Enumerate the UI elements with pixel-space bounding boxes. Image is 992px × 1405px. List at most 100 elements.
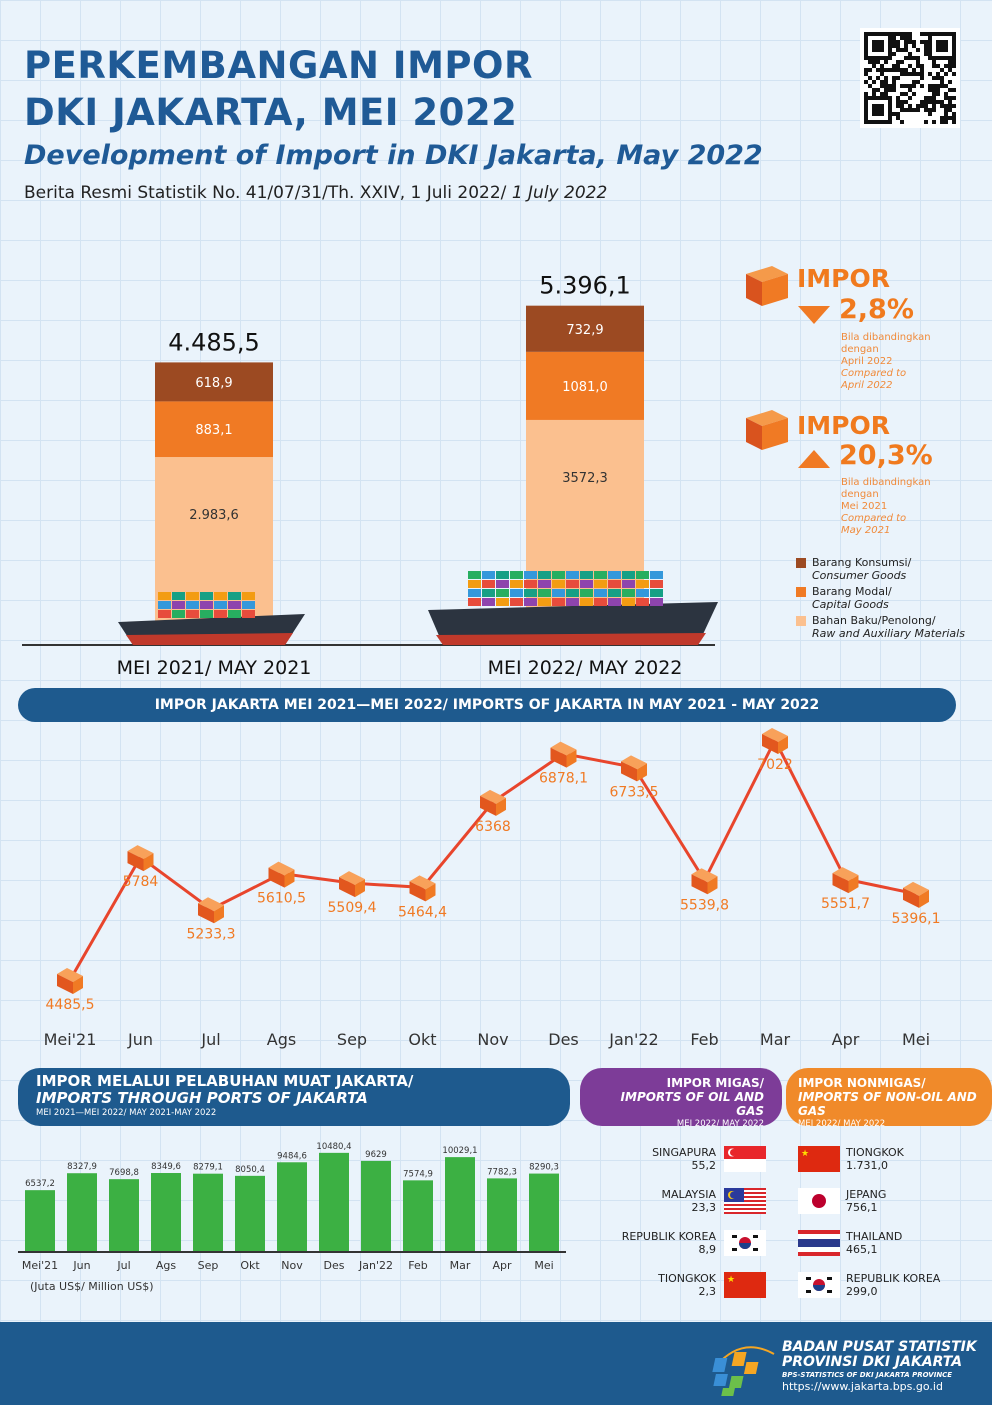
x-tick-label: Mei <box>902 1030 930 1049</box>
x-tick-label: Des <box>548 1030 579 1049</box>
x-tick-label: Jun <box>72 1259 90 1272</box>
x-tick-label: Nov <box>281 1259 303 1272</box>
bar <box>361 1160 391 1252</box>
bar-label: 6537,2 <box>25 1179 55 1189</box>
qr-code-icon <box>864 32 956 124</box>
line-chart: 4485,5 Mei'21 5784 Jun 5233,3 Jul 5610,5 Ags 550… <box>44 728 941 1049</box>
bar <box>319 1152 349 1252</box>
bar-label: 10029,1 <box>442 1146 477 1156</box>
ship-container <box>636 589 649 597</box>
ship-container <box>622 580 635 588</box>
ship-container <box>622 598 635 606</box>
ship-container <box>650 589 663 597</box>
point-label: 5233,3 <box>187 926 236 942</box>
x-tick-label: Mar <box>760 1030 791 1049</box>
title-line-1: PERKEMBANGAN IMPOR <box>24 44 533 87</box>
ship-container <box>214 592 227 600</box>
nonmigas-header: IMPOR NONMIGAS/IMPORTS OF NON-OIL AND GA… <box>786 1068 992 1129</box>
mom-summary: IMPOR 2,8% Bila dibandingkan dengan April … <box>742 262 931 391</box>
container-icon <box>746 266 788 306</box>
bar-label: 7574,9 <box>403 1169 433 1179</box>
ship-container <box>186 592 199 600</box>
point-label: 7022 <box>757 757 793 773</box>
bar-label: 9629 <box>365 1150 387 1160</box>
data-point <box>127 845 154 872</box>
ship-container <box>608 598 621 606</box>
ship-keel <box>126 633 293 645</box>
ship-container <box>496 589 509 597</box>
qr-code[interactable] <box>860 28 960 128</box>
title-line-2: DKI JAKARTA, MEI 2022 <box>24 91 518 134</box>
ship-container <box>242 601 255 609</box>
ship-container <box>228 610 241 618</box>
unit-label: (Juta US$/ Million US$) <box>30 1280 154 1293</box>
data-point <box>57 968 83 994</box>
page-subtitle: Development of Import in DKI Jakarta, Ma… <box>24 140 763 171</box>
x-tick-label: Apr <box>492 1259 512 1272</box>
ship-container <box>524 598 537 606</box>
yoy-label: IMPOR <box>797 411 891 440</box>
flag-my-icon <box>724 1188 766 1214</box>
point-label: 5396,1 <box>892 911 941 927</box>
ship-container <box>622 589 635 597</box>
container-icon <box>746 410 788 450</box>
ship-container <box>172 601 185 609</box>
data-point <box>198 897 224 924</box>
ship-container <box>566 598 579 606</box>
country-text: THAILAND 465,1 <box>846 1230 903 1256</box>
x-tick-label: Ags <box>156 1259 177 1272</box>
segment-label: 3572,3 <box>562 471 608 486</box>
bar <box>529 1173 559 1252</box>
data-point <box>903 881 929 908</box>
mom-note: Bila dibandingkan dengan April 2022 Compare… <box>841 332 931 391</box>
ship-container <box>228 592 241 600</box>
point-label: 4485,5 <box>46 997 95 1013</box>
bps-url[interactable]: https://www.jakarta.bps.go.id <box>782 1380 943 1393</box>
data-point <box>480 789 506 816</box>
ship-container <box>538 580 551 588</box>
ship-container <box>468 571 481 579</box>
x-tick-label: Jul <box>200 1030 220 1049</box>
ship-container <box>566 589 579 597</box>
point-label: 6733,5 <box>610 784 659 800</box>
ship-container <box>636 571 649 579</box>
bar-label: 7698,8 <box>109 1168 139 1178</box>
legend-raw: Bahan Baku/Penolong/Raw and Auxiliary Ma… <box>796 614 965 640</box>
segment-label: 2.983,6 <box>189 508 239 523</box>
page-title: PERKEMBANGAN IMPOR DKI JAKARTA, MEI 2022 <box>24 42 533 136</box>
x-tick-label: Mei <box>534 1259 553 1272</box>
ship-container <box>214 610 227 618</box>
data-point <box>762 728 788 755</box>
ship-container <box>594 580 607 588</box>
category-label: MEI 2022/ MAY 2022 <box>488 657 683 679</box>
ship-container <box>482 598 495 606</box>
flag-sg-icon <box>724 1146 766 1172</box>
data-point <box>621 755 647 782</box>
yoy-note: Bila dibandingkan dengan Mei 2021 Compared … <box>841 477 931 536</box>
ship-container <box>468 589 481 597</box>
ship-container <box>608 571 621 579</box>
ship-container <box>510 598 523 606</box>
arrow-down-icon <box>798 306 830 324</box>
ship-container <box>242 592 255 600</box>
bar <box>67 1173 97 1252</box>
bar-label: 10480,4 <box>316 1142 351 1152</box>
ship-container <box>158 601 171 609</box>
ship-container <box>172 592 185 600</box>
ship-container <box>524 589 537 597</box>
x-tick-label: Mei'21 <box>44 1030 97 1049</box>
ship-container <box>594 571 607 579</box>
country-text: JEPANG 756,1 <box>846 1188 887 1214</box>
bar <box>277 1162 307 1252</box>
segment-label: 618,9 <box>195 376 232 391</box>
x-tick-label: Apr <box>832 1030 860 1049</box>
svg-text:★: ★ <box>727 1275 735 1285</box>
ship-container <box>200 592 213 600</box>
ship-container <box>200 601 213 609</box>
bar-label: 9484,6 <box>277 1151 307 1161</box>
flag-th-icon <box>798 1230 840 1256</box>
stack-segment <box>526 351 644 420</box>
flag-cn-icon: ★ <box>724 1272 766 1298</box>
segment-label: 1081,0 <box>562 380 608 395</box>
bar <box>109 1179 139 1252</box>
